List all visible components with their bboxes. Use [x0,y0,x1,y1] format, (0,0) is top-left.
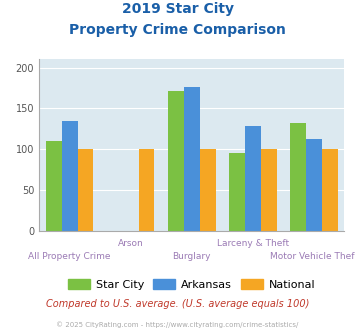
Bar [290,123,306,231]
Bar [261,149,277,231]
Text: All Property Crime: All Property Crime [28,252,111,261]
Bar [229,153,245,231]
Bar [62,121,77,231]
Text: Burglary: Burglary [173,252,211,261]
Text: Larceny & Theft: Larceny & Theft [217,239,289,248]
Bar [306,140,322,231]
Bar [46,141,62,231]
Bar [138,149,154,231]
Bar [322,149,338,231]
Text: Property Crime Comparison: Property Crime Comparison [69,23,286,37]
Text: Motor Vehicle Theft: Motor Vehicle Theft [270,252,355,261]
Bar [77,149,93,231]
Bar [184,87,200,231]
Bar [200,149,215,231]
Text: © 2025 CityRating.com - https://www.cityrating.com/crime-statistics/: © 2025 CityRating.com - https://www.city… [56,322,299,328]
Text: Compared to U.S. average. (U.S. average equals 100): Compared to U.S. average. (U.S. average … [46,299,309,309]
Text: Arson: Arson [118,239,143,248]
Bar [168,91,184,231]
Bar [245,126,261,231]
Text: 2019 Star City: 2019 Star City [121,2,234,16]
Legend: Star City, Arkansas, National: Star City, Arkansas, National [64,274,320,294]
